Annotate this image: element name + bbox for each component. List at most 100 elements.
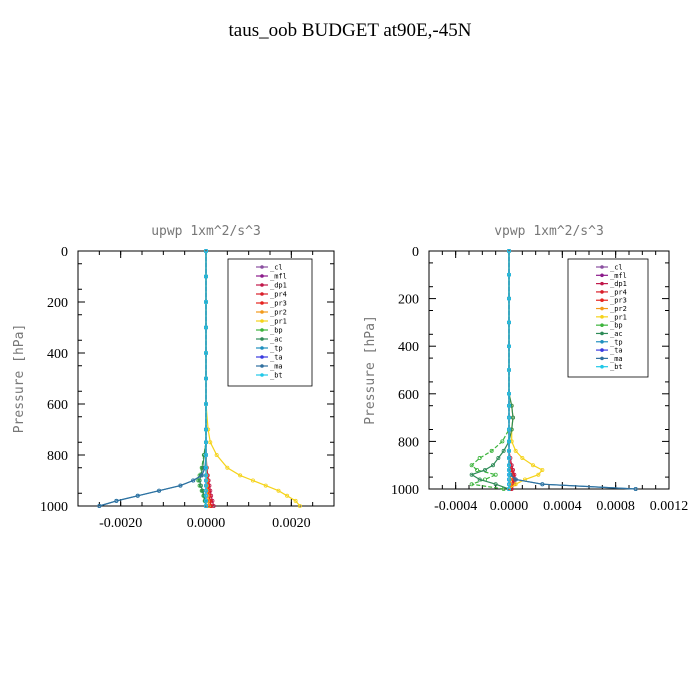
series-line-dp1 <box>508 251 517 490</box>
legend-marker <box>260 373 264 377</box>
series-point <box>214 452 219 457</box>
series-point <box>203 376 208 381</box>
legend-label: _bp <box>610 322 623 330</box>
legend-marker <box>600 364 604 369</box>
series-point <box>203 473 208 478</box>
series-point <box>203 465 208 470</box>
legend-label: _pr2 <box>270 309 287 317</box>
y-tick-label: 200 <box>398 293 419 308</box>
series-point <box>506 467 511 472</box>
series-point <box>506 427 511 432</box>
legend-marker <box>600 315 604 319</box>
legend-label: _pr4 <box>610 288 627 296</box>
legend-label: _ta <box>270 354 283 362</box>
series-point <box>203 452 208 457</box>
series-point <box>203 503 208 508</box>
legend-marker <box>260 274 264 278</box>
series-line-pr1 <box>508 251 544 490</box>
legend-label: _pr2 <box>610 305 627 313</box>
legend-marker <box>260 337 264 341</box>
legend-marker <box>600 281 604 286</box>
legend-box <box>567 258 649 378</box>
series-point <box>500 439 505 444</box>
series-point <box>203 248 208 253</box>
series-point <box>506 320 511 325</box>
series-point <box>203 478 208 483</box>
legend-label: _bt <box>270 372 283 380</box>
series-point <box>510 415 515 420</box>
series-line-ac <box>470 251 514 490</box>
legend-marker <box>600 290 604 294</box>
series-point <box>493 472 498 477</box>
legend-label: _pr3 <box>610 297 627 305</box>
legend-marker <box>600 323 604 327</box>
series-point <box>135 493 140 498</box>
series-point <box>285 493 290 498</box>
legend-label: _pr1 <box>610 313 627 321</box>
legend-marker <box>260 355 264 359</box>
series-point <box>157 488 162 493</box>
series-point <box>477 477 482 482</box>
series-line-dp1 <box>205 251 215 507</box>
series-point <box>489 448 494 453</box>
series-point <box>208 503 213 508</box>
legend-marker <box>260 283 264 287</box>
series-point <box>513 448 518 453</box>
series-point <box>509 403 514 408</box>
legend-label: _cl <box>270 264 283 272</box>
legend-marker <box>260 310 264 314</box>
legend-marker <box>260 364 264 368</box>
y-tick-label: 200 <box>47 296 68 311</box>
series-point <box>293 498 298 503</box>
series-point <box>506 463 511 468</box>
series-point <box>469 472 474 477</box>
legend-label: _pr3 <box>270 300 287 308</box>
y-tick-label: 400 <box>47 347 68 362</box>
series-point <box>203 325 208 330</box>
legend: _cl_mfl_dp1_pr4_pr3_pr2_pr1_bp_ac_tp_ta_… <box>227 258 313 387</box>
series-point <box>97 503 102 508</box>
y-tick-label: 0 <box>61 245 68 260</box>
legend-marker <box>600 306 604 311</box>
y-tick-label: 800 <box>398 435 419 450</box>
series-point <box>509 439 514 444</box>
chart-panel-1: upwp 1xm^2/s^3 Pressure [hPa] 0 200 400 600 80… <box>12 224 335 531</box>
series-point <box>513 482 518 487</box>
y-tick-label: 600 <box>47 398 68 413</box>
series-point <box>238 473 243 478</box>
x-tick-label: -0.0020 <box>99 516 142 531</box>
series-point <box>536 472 541 477</box>
series-point <box>482 467 487 472</box>
y-tick-label: 1000 <box>391 483 419 498</box>
series-point <box>469 482 474 487</box>
legend: _cl_mfl_dp1_pr4_pr3_pr2_pr1_bp_ac_tp_ta_… <box>567 258 649 378</box>
legend-box <box>227 258 313 387</box>
series-point <box>208 440 213 445</box>
series-point <box>513 477 518 482</box>
series-point <box>506 415 511 420</box>
legend-marker <box>600 331 604 336</box>
series-point <box>191 478 196 483</box>
series-point <box>203 493 208 498</box>
legend-label: _bp <box>270 327 283 335</box>
legend-marker <box>260 301 264 305</box>
legend-label: _tp <box>610 338 623 346</box>
legend-marker <box>600 273 604 278</box>
series-point <box>496 456 501 461</box>
series-point <box>206 503 211 508</box>
legend-marker <box>600 348 604 352</box>
series-point <box>114 498 119 503</box>
x-tick-label: 0.0000 <box>187 516 226 531</box>
series-point <box>474 467 479 472</box>
y-tick-label: 0 <box>412 245 419 260</box>
x-tick-label: 0.0020 <box>272 516 311 531</box>
series-point <box>506 486 511 491</box>
chart-panel-2: vpwp 1xm^2/s^3 Pressure [hPa] 0 200 400 600 80… <box>363 224 688 514</box>
x-tick-label: 0.0000 <box>490 499 529 514</box>
series-point <box>203 350 208 355</box>
series-point <box>509 427 514 432</box>
legend-label: _ta <box>610 347 623 355</box>
legend-label: _ma <box>270 363 283 371</box>
series-point <box>203 483 208 488</box>
y-axis-label: Pressure [hPa] <box>12 324 27 434</box>
